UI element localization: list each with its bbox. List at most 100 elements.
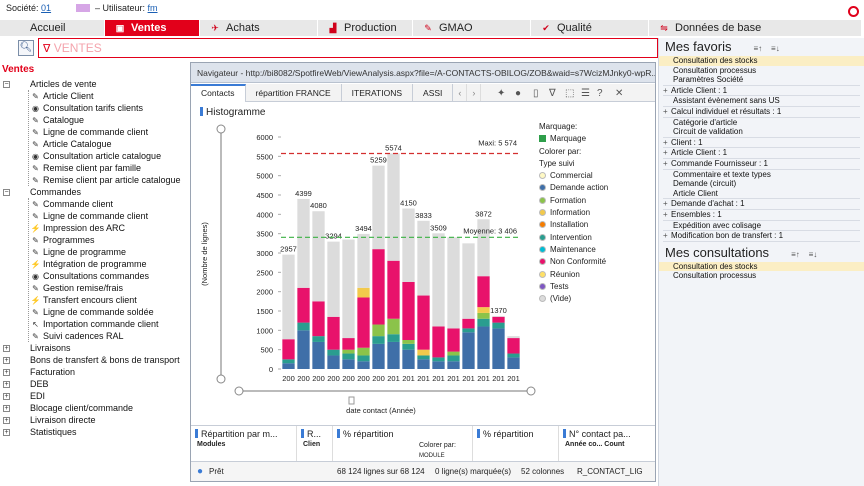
bar-segment[interactable] xyxy=(387,318,400,335)
legend-swatch[interactable] xyxy=(539,295,546,303)
expand-icon[interactable]: + xyxy=(663,106,668,116)
bar-segment[interactable] xyxy=(357,233,370,288)
bar-segment[interactable] xyxy=(507,353,520,358)
menu-4[interactable]: ✎ GMAO xyxy=(413,20,531,36)
bar-segment[interactable] xyxy=(327,241,340,317)
tree-item[interactable]: ✎ Remise client par famille xyxy=(30,163,141,174)
tree-group[interactable]: Livraison directe xyxy=(30,415,96,426)
legend-swatch[interactable] xyxy=(539,282,546,290)
close-icon[interactable]: ✕ xyxy=(615,88,624,99)
legend-swatch[interactable] xyxy=(539,258,546,266)
bar-segment[interactable] xyxy=(492,316,505,317)
tree-item[interactable]: ✎ Article Client xyxy=(30,91,93,102)
tab-prev-icon[interactable]: ‹ xyxy=(453,84,468,101)
bar-segment[interactable] xyxy=(447,328,460,352)
favorite-item[interactable]: + Calcul individuel et résultats : 1 xyxy=(659,107,864,117)
tree-item[interactable]: ✎ Ligne de programme xyxy=(30,247,126,258)
menu-icon[interactable]: ☰ xyxy=(581,88,590,99)
favorite-item[interactable]: Article Client xyxy=(659,189,864,199)
legend-swatch[interactable] xyxy=(539,221,546,229)
bar-segment[interactable] xyxy=(462,243,475,319)
bar-segment[interactable] xyxy=(342,239,355,339)
bar-segment[interactable] xyxy=(357,361,370,369)
bar-segment[interactable] xyxy=(462,332,475,369)
menu-6[interactable]: ⇋ Données de base xyxy=(649,20,862,36)
y-range-handle-bottom[interactable] xyxy=(216,374,226,384)
menu-5[interactable]: ✔ Qualité xyxy=(531,20,649,36)
tree-item[interactable]: ✎ Catalogue xyxy=(30,115,84,126)
tree-group[interactable]: Blocage client/commande xyxy=(30,403,133,414)
expand-icon[interactable]: + xyxy=(663,209,668,219)
bar-segment[interactable] xyxy=(477,318,490,327)
bar-segment[interactable] xyxy=(312,336,325,342)
legend-swatch[interactable] xyxy=(539,233,546,241)
tree-item[interactable]: ⚡ Transfert encours client xyxy=(30,295,137,306)
bar-segment[interactable] xyxy=(372,249,385,325)
panel-pct-2[interactable]: % répartition xyxy=(473,426,559,462)
bar-segment[interactable] xyxy=(432,233,445,327)
bar-segment[interactable] xyxy=(462,328,475,333)
favorite-item[interactable]: Consultation processus xyxy=(659,271,864,281)
bar-segment[interactable] xyxy=(462,318,475,329)
bar-segment[interactable] xyxy=(282,359,295,364)
tree-item[interactable]: ✎ Commande client xyxy=(30,199,113,210)
bar-segment[interactable] xyxy=(327,355,340,369)
panel-repartition-module[interactable]: Répartition par m... Modules xyxy=(191,426,297,462)
sort-asc-icon[interactable]: ≡↑ xyxy=(753,44,763,53)
tree-item[interactable]: ⚡ Intégration de programme xyxy=(30,259,147,270)
bar-segment[interactable] xyxy=(417,220,430,296)
tree-expand-icon[interactable]: + xyxy=(3,405,10,412)
bar-segment[interactable] xyxy=(372,336,385,344)
tab-2[interactable]: ITERATIONS xyxy=(342,84,414,102)
favorite-item[interactable]: + Modification bon de transfert : 1 xyxy=(659,231,864,241)
bar-segment[interactable] xyxy=(357,347,370,356)
panel-contact[interactable]: N° contact pa... Année co... Count xyxy=(559,426,655,462)
bar-segment[interactable] xyxy=(357,297,370,348)
bar-segment[interactable] xyxy=(432,326,445,358)
bar-segment[interactable] xyxy=(387,334,400,342)
panel-pct-1[interactable]: % répartition Colorer par: MODULE xyxy=(333,426,473,462)
bar-segment[interactable] xyxy=(447,237,460,329)
favorite-item[interactable]: + Client : 1 xyxy=(659,138,864,148)
bar-segment[interactable] xyxy=(342,353,355,360)
tree-item[interactable]: ✎ Suivi cadences RAL xyxy=(30,331,123,342)
favorite-item[interactable]: Expédition avec colisage xyxy=(659,221,864,231)
tree-group[interactable]: Articles de vente xyxy=(30,79,97,90)
favorite-item[interactable]: Catégorie d'article xyxy=(659,118,864,128)
bar-segment[interactable] xyxy=(507,357,520,369)
x-range-handle-left[interactable] xyxy=(234,386,244,396)
bar-segment[interactable] xyxy=(477,307,490,313)
bar-segment[interactable] xyxy=(507,338,520,354)
bar-segment[interactable] xyxy=(417,355,430,360)
favorite-item[interactable]: Commentaire et texte types xyxy=(659,170,864,180)
expand-icon[interactable]: + xyxy=(663,199,668,209)
bookmark-icon[interactable]: ▯ xyxy=(533,88,539,99)
bar-segment[interactable] xyxy=(432,357,445,362)
menu-3[interactable]: ▟ Production xyxy=(318,20,413,36)
tab-3[interactable]: ASSI xyxy=(413,84,454,102)
legend-swatch[interactable] xyxy=(539,196,546,204)
x-range-handle-right[interactable] xyxy=(526,386,536,396)
tree-item[interactable]: ✎ Article Catalogue xyxy=(30,139,111,150)
tree-expand-icon[interactable]: + xyxy=(3,381,10,388)
tab-1[interactable]: répartition FRANCE xyxy=(246,84,342,102)
expand-icon[interactable]: + xyxy=(663,158,668,168)
tab-0[interactable]: Contacts xyxy=(191,84,246,102)
tree-item[interactable]: ✎ Ligne de commande client xyxy=(30,211,148,222)
tree-item[interactable]: ↖ Importation commande client xyxy=(30,319,158,330)
legend-swatch[interactable] xyxy=(539,172,546,180)
legend-swatch[interactable] xyxy=(539,270,546,278)
tree-item[interactable]: ✎ Remise client par article catalogue xyxy=(30,175,180,186)
bar-segment[interactable] xyxy=(477,219,490,277)
tree-item[interactable]: ◉ Consultation tarifs clients xyxy=(30,103,143,114)
tree-group[interactable]: DEB xyxy=(30,379,49,390)
favorite-item[interactable]: Consultation des stocks xyxy=(659,56,864,66)
bar-segment[interactable] xyxy=(402,208,415,282)
tree-expand-icon[interactable]: + xyxy=(3,417,10,424)
bar-segment[interactable] xyxy=(417,359,430,369)
bar-segment[interactable] xyxy=(282,339,295,360)
bar-segment[interactable] xyxy=(297,198,310,288)
bar-segment[interactable] xyxy=(372,343,385,369)
tree-item[interactable]: ✎ Programmes xyxy=(30,235,94,246)
bar-segment[interactable] xyxy=(297,322,310,331)
